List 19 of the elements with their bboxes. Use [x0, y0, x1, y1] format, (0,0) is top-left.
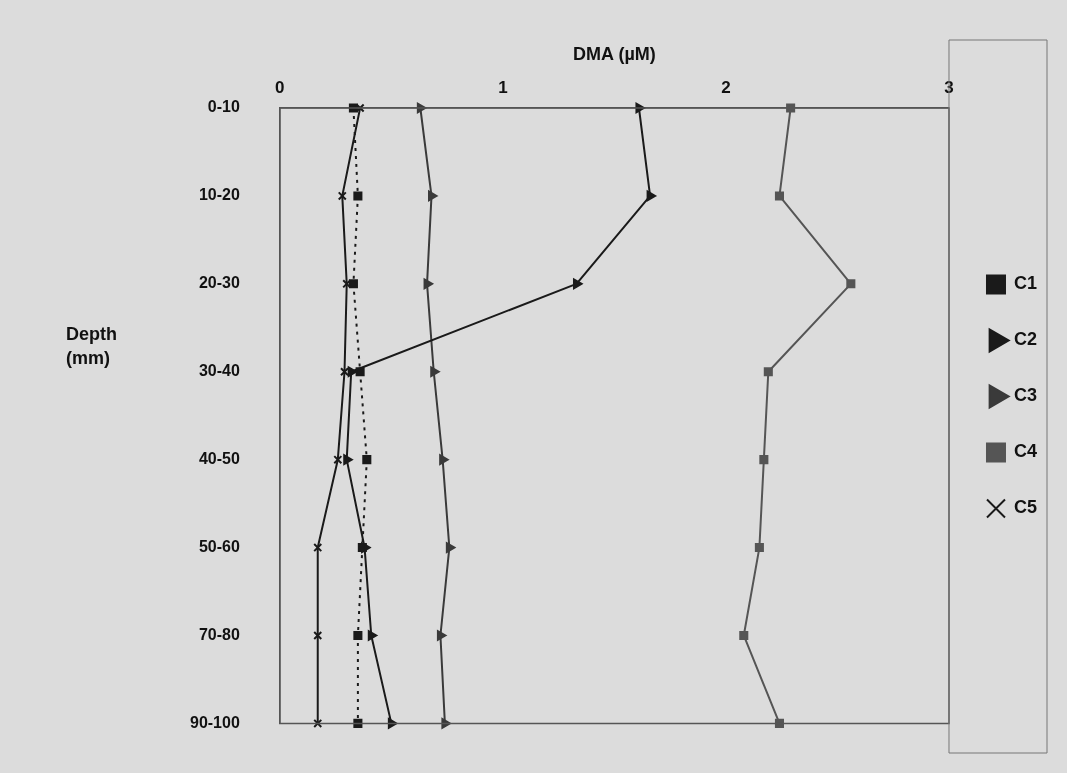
x-tick-label: 1: [498, 78, 508, 98]
y-tick-label: 70-80: [198, 625, 240, 643]
y-tick-label: 10-20: [198, 186, 240, 204]
y-tick-label: 90-100: [189, 713, 240, 731]
x-tick-label: 2: [721, 78, 731, 98]
x-tick-label: 3: [944, 78, 954, 98]
x-axis-title: DMA (µM): [573, 43, 656, 64]
y-tick-label: 30-40: [198, 362, 240, 380]
y-tick-label: 50-60: [198, 537, 240, 555]
legend-label: C2: [1013, 329, 1038, 350]
legend-label: C4: [1013, 441, 1038, 462]
y-tick-label: 20-30: [198, 274, 240, 292]
y-tick-label: 40-50: [198, 450, 240, 468]
y-axis-title: Depth (mm): [66, 323, 118, 370]
x-tick-label: 0: [275, 78, 285, 98]
y-tick-label: 0-10: [207, 98, 240, 116]
legend-label: C3: [1013, 385, 1038, 406]
legend-label: C1: [1013, 273, 1038, 294]
legend-label: C5: [1013, 497, 1038, 518]
